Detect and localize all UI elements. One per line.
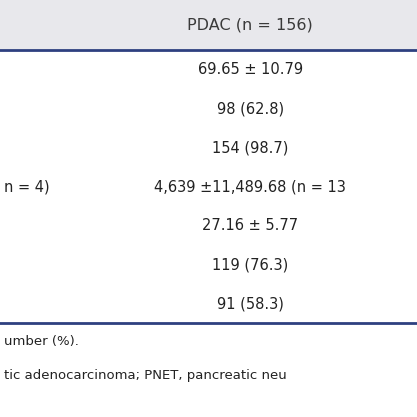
Text: tic adenocarcinoma; PNET, pancreatic neu: tic adenocarcinoma; PNET, pancreatic neu <box>4 369 287 382</box>
Text: umber (%).: umber (%). <box>4 335 79 348</box>
FancyBboxPatch shape <box>0 0 417 50</box>
Text: 119 (76.3): 119 (76.3) <box>212 257 288 272</box>
Text: 69.65 ± 10.79: 69.65 ± 10.79 <box>198 62 303 77</box>
FancyBboxPatch shape <box>0 50 417 323</box>
Text: 4,639 ±11,489.68 (n = 13: 4,639 ±11,489.68 (n = 13 <box>154 179 346 194</box>
Text: PDAC (n = 156): PDAC (n = 156) <box>187 18 313 33</box>
FancyBboxPatch shape <box>0 323 417 417</box>
Text: n = 4): n = 4) <box>4 179 50 194</box>
Text: 91 (58.3): 91 (58.3) <box>217 296 284 311</box>
Text: 154 (98.7): 154 (98.7) <box>212 140 289 155</box>
Text: 98 (62.8): 98 (62.8) <box>217 101 284 116</box>
Text: 27.16 ± 5.77: 27.16 ± 5.77 <box>202 218 298 233</box>
